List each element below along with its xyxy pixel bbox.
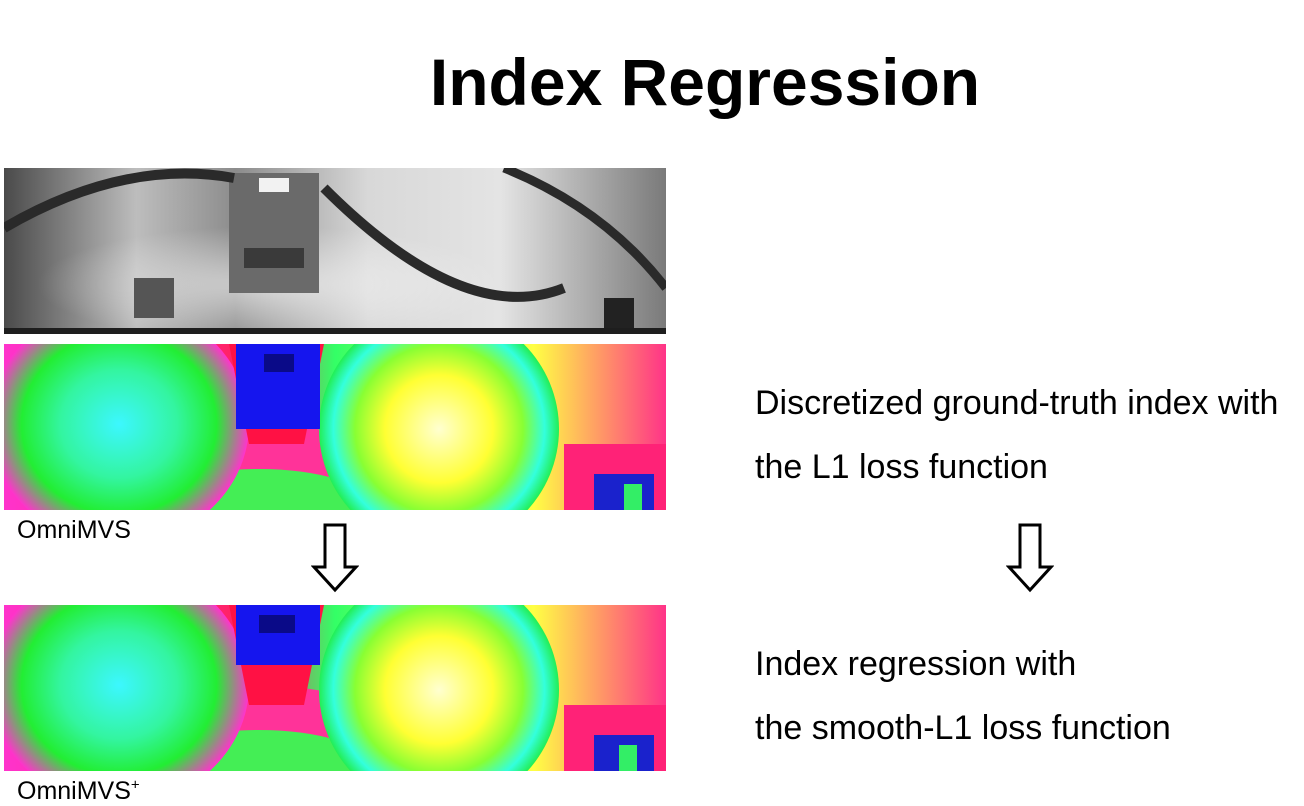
down-arrow-icon bbox=[1006, 523, 1054, 593]
omnimvs-plus-depth-map bbox=[4, 605, 666, 771]
right-text-line-1: Discretized ground-truth index with bbox=[755, 384, 1279, 422]
right-text-line-2: the L1 loss function bbox=[755, 448, 1048, 486]
slide-title: Index Regression bbox=[429, 45, 981, 119]
omnimvs-plus-caption: OmniMVS+ bbox=[17, 776, 140, 806]
omnimvs-depth-map bbox=[4, 344, 666, 510]
omnimvs-caption: OmniMVS bbox=[17, 516, 131, 544]
omnimvs-plus-caption-base: OmniMVS bbox=[17, 777, 131, 805]
right-text-line-3: Index regression with bbox=[755, 645, 1077, 683]
omnimvs-plus-caption-sup: + bbox=[130, 776, 140, 794]
down-arrow-icon bbox=[311, 523, 359, 593]
input-panorama-image bbox=[4, 168, 666, 334]
right-text-line-4: the smooth-L1 loss function bbox=[755, 709, 1171, 747]
